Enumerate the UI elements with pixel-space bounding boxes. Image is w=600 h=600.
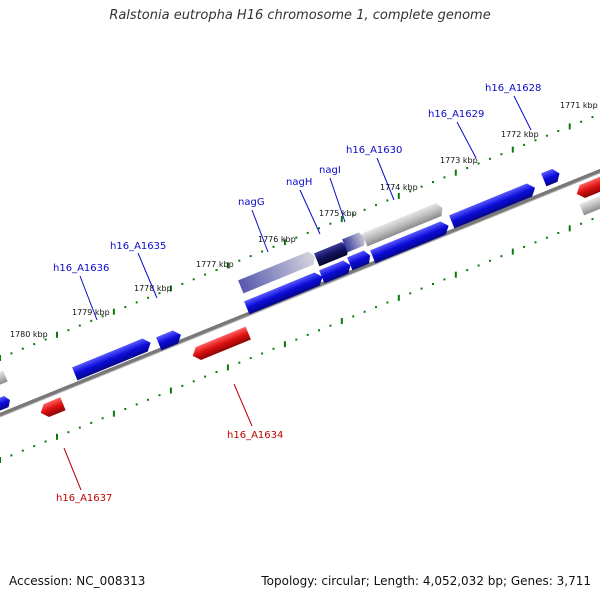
forward-strand-features	[0, 167, 600, 414]
gene-feature-h16_A1628[interactable]	[541, 167, 562, 187]
gene-label-h16_A1637: h16_A1637	[56, 493, 112, 504]
tick-label-1776: 1776 kbp	[258, 235, 296, 244]
tick-track-lower	[0, 218, 594, 463]
rna-feature-right-edge	[579, 192, 600, 216]
gene-feature-left-edge-forward[interactable]	[0, 395, 12, 414]
gene-label-nagI: nagI	[319, 165, 341, 176]
accession-text: Accession: NC_008313	[9, 574, 146, 588]
gene-feature-h16_A1629[interactable]	[449, 181, 538, 229]
rna-feature[interactable]	[362, 201, 445, 247]
tick-label-1771: 1771 kbp	[560, 101, 598, 110]
gene-label-h16_A1629: h16_A1629	[428, 109, 484, 120]
gene-feature-nagI-lower	[347, 250, 371, 271]
tick-labels: 1771 kbp 1772 kbp 1773 kbp 1774 kbp 1775…	[10, 101, 598, 339]
map-title: Ralstonia eutropha H16 chromosome 1, com…	[109, 8, 491, 23]
gene-feature-h16_A1634[interactable]	[190, 326, 251, 363]
gene-label-h16_A1630: h16_A1630	[346, 145, 402, 156]
gene-label-nagH: nagH	[286, 177, 312, 188]
tick-label-1772: 1772 kbp	[501, 130, 539, 139]
tick-label-1774: 1774 kbp	[380, 183, 418, 192]
reverse-strand-features	[38, 172, 600, 419]
gene-label-h16_A1634: h16_A1634	[227, 430, 283, 441]
tick-label-1773: 1773 kbp	[440, 156, 478, 165]
gene-feature-nagH-lower	[319, 260, 351, 284]
gene-label-h16_A1628: h16_A1628	[485, 83, 541, 94]
gene-feature-h16_A1636[interactable]	[72, 336, 153, 381]
gene-label-h16_A1635: h16_A1635	[110, 241, 166, 252]
tick-track-upper	[0, 116, 594, 361]
gene-feature-h16_A1637[interactable]	[38, 397, 66, 419]
gene-label-nagG: nagG	[238, 197, 265, 208]
gene-feature-nagG-shadow	[238, 251, 315, 294]
gene-labels: h16_A1628 h16_A1629 h16_A1630 nagI nagH …	[53, 83, 541, 504]
tick-label-1780: 1780 kbp	[10, 330, 48, 339]
tick-label-1777: 1777 kbp	[196, 260, 234, 269]
tick-label-1779: 1779 kbp	[72, 308, 110, 317]
tick-label-1775: 1775 kbp	[319, 209, 357, 218]
gene-feature-nagG[interactable]	[244, 270, 325, 315]
label-leaders	[63, 95, 532, 491]
genome-summary-text: Topology: circular; Length: 4,052,032 bp…	[261, 574, 591, 588]
gene-feature-h16_A1630[interactable]	[370, 219, 451, 264]
gene-feature-nagH[interactable]	[314, 240, 351, 267]
gene-feature-right-edge-reverse[interactable]	[574, 172, 600, 200]
gene-label-h16_A1636: h16_A1636	[53, 263, 109, 274]
gene-feature-h16_A1635[interactable]	[156, 328, 184, 351]
rna-feature-left-edge	[0, 370, 8, 388]
gene-feature-nagI[interactable]	[342, 231, 368, 253]
